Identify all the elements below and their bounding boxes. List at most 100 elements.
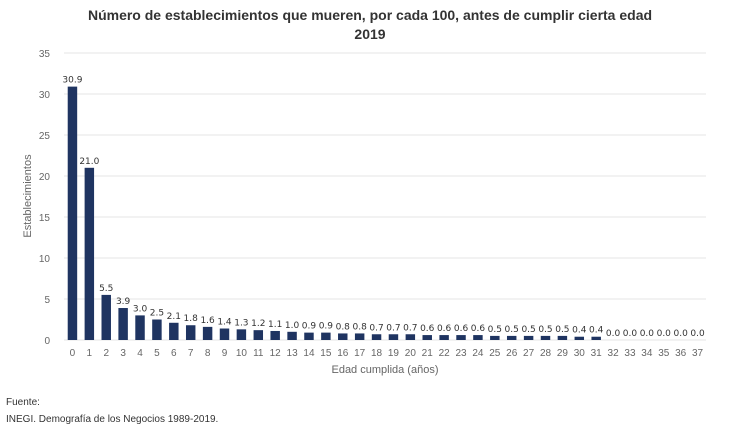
y-tick-label: 10 <box>39 254 51 265</box>
data-label: 0.0 <box>657 329 672 339</box>
x-tick-label: 8 <box>205 348 211 359</box>
x-tick-label: 28 <box>540 348 552 359</box>
x-tick-label: 23 <box>455 348 467 359</box>
data-label: 0.6 <box>454 324 469 334</box>
data-label: 2.5 <box>150 309 164 319</box>
x-tick-label: 33 <box>624 348 636 359</box>
data-label: 0.0 <box>623 329 638 339</box>
data-label: 5.5 <box>99 284 113 294</box>
data-label: 0.5 <box>538 325 552 335</box>
x-tick-label: 0 <box>70 348 76 359</box>
data-label: 0.5 <box>555 325 569 335</box>
x-tick-label: 17 <box>354 348 366 359</box>
data-label: 0.6 <box>437 324 452 334</box>
bar <box>219 328 230 340</box>
x-tick-label: 26 <box>506 348 518 359</box>
x-axis-ticks: 0 1 2 3 4 5 6 7 8 9 10 11 12 13 14 15 16 17 18 19 20 21 22 23 24… <box>70 348 704 359</box>
data-label: 0.0 <box>640 329 655 339</box>
x-tick-label: 21 <box>422 348 434 359</box>
x-tick-label: 37 <box>692 348 704 359</box>
x-tick-label: 27 <box>523 348 535 359</box>
bar <box>118 308 128 340</box>
bar <box>101 294 111 340</box>
x-tick-label: 3 <box>120 348 126 359</box>
data-label: 1.1 <box>268 320 282 330</box>
data-label: 0.9 <box>319 322 334 332</box>
bar <box>422 335 432 340</box>
bar <box>236 329 247 340</box>
x-tick-label: 11 <box>253 348 264 359</box>
bar <box>371 334 382 340</box>
data-label: 0.0 <box>690 329 705 339</box>
x-tick-label: 36 <box>675 348 687 359</box>
x-tick-label: 7 <box>188 348 194 359</box>
data-label: 0.5 <box>521 325 535 335</box>
bar <box>84 167 95 340</box>
y-tick-label: 20 <box>39 172 51 183</box>
x-tick-label: 31 <box>591 348 603 359</box>
bar <box>591 336 601 340</box>
y-tick-label: 35 <box>39 49 51 60</box>
data-label: 0.5 <box>505 325 519 335</box>
source-text: INEGI. Demografía de los Negocios 1989-2… <box>6 414 219 425</box>
source-label: Fuente: <box>6 397 40 408</box>
x-tick-label: 14 <box>303 348 315 359</box>
data-label: 1.2 <box>251 319 265 329</box>
data-label: 1.0 <box>285 321 300 331</box>
x-tick-label: 30 <box>574 348 586 359</box>
bar <box>388 334 399 340</box>
x-tick-label: 35 <box>658 348 670 359</box>
bar <box>169 322 179 340</box>
x-tick-label: 29 <box>557 348 569 359</box>
x-tick-label: 1 <box>87 348 93 359</box>
bar <box>304 332 314 340</box>
data-label: 1.6 <box>200 316 215 326</box>
x-tick-label: 18 <box>371 348 383 359</box>
data-label: 0.5 <box>488 325 502 335</box>
bar <box>338 333 348 340</box>
bar <box>405 334 416 340</box>
data-label: 0.6 <box>420 324 435 334</box>
bar <box>540 335 551 340</box>
bar <box>456 335 466 340</box>
bar <box>270 330 280 340</box>
bar <box>185 325 196 340</box>
data-labels: 30.921.05.53.93.0 2.5 2.1 1.8 1.6 1.4 1.3 1.2 1.… <box>62 76 705 339</box>
bar <box>202 326 213 340</box>
x-tick-label: 24 <box>472 348 484 359</box>
data-label: 0.8 <box>352 322 367 332</box>
x-tick-label: 12 <box>270 348 282 359</box>
x-tick-label: 10 <box>236 348 248 359</box>
x-tick-label: 9 <box>222 348 228 359</box>
bars <box>67 86 601 341</box>
bar <box>523 335 534 340</box>
data-label: 0.4 <box>589 326 604 336</box>
bar <box>490 335 500 340</box>
x-tick-label: 2 <box>103 348 109 359</box>
y-tick-label: 0 <box>44 336 50 347</box>
data-label: 0.7 <box>403 323 417 333</box>
chart-title-line1: Número de establecimientos que mueren, p… <box>87 7 653 23</box>
data-label: 1.4 <box>217 318 232 328</box>
data-label: 2.1 <box>167 312 181 322</box>
data-label: 0.9 <box>302 322 317 332</box>
data-label: 1.3 <box>234 318 248 328</box>
bar <box>439 335 449 340</box>
bar <box>152 319 162 340</box>
data-label: 1.8 <box>184 314 199 324</box>
data-label: 0.0 <box>673 329 688 339</box>
x-tick-label: 22 <box>439 348 451 359</box>
bar <box>253 330 264 340</box>
data-label: 0.7 <box>386 323 400 333</box>
bar <box>506 335 517 340</box>
chart-title: Número de establecimientos que mueren, p… <box>0 6 740 44</box>
y-tick-label: 30 <box>39 90 51 101</box>
x-tick-label: 13 <box>287 348 299 359</box>
x-tick-label: 6 <box>171 348 177 359</box>
y-tick-label: 5 <box>44 295 50 306</box>
y-axis-ticks: 0 5 10 15 20 25 30 35 <box>39 49 51 347</box>
data-label: 0.4 <box>572 326 587 336</box>
bar <box>287 331 297 340</box>
y-tick-label: 15 <box>39 213 51 224</box>
